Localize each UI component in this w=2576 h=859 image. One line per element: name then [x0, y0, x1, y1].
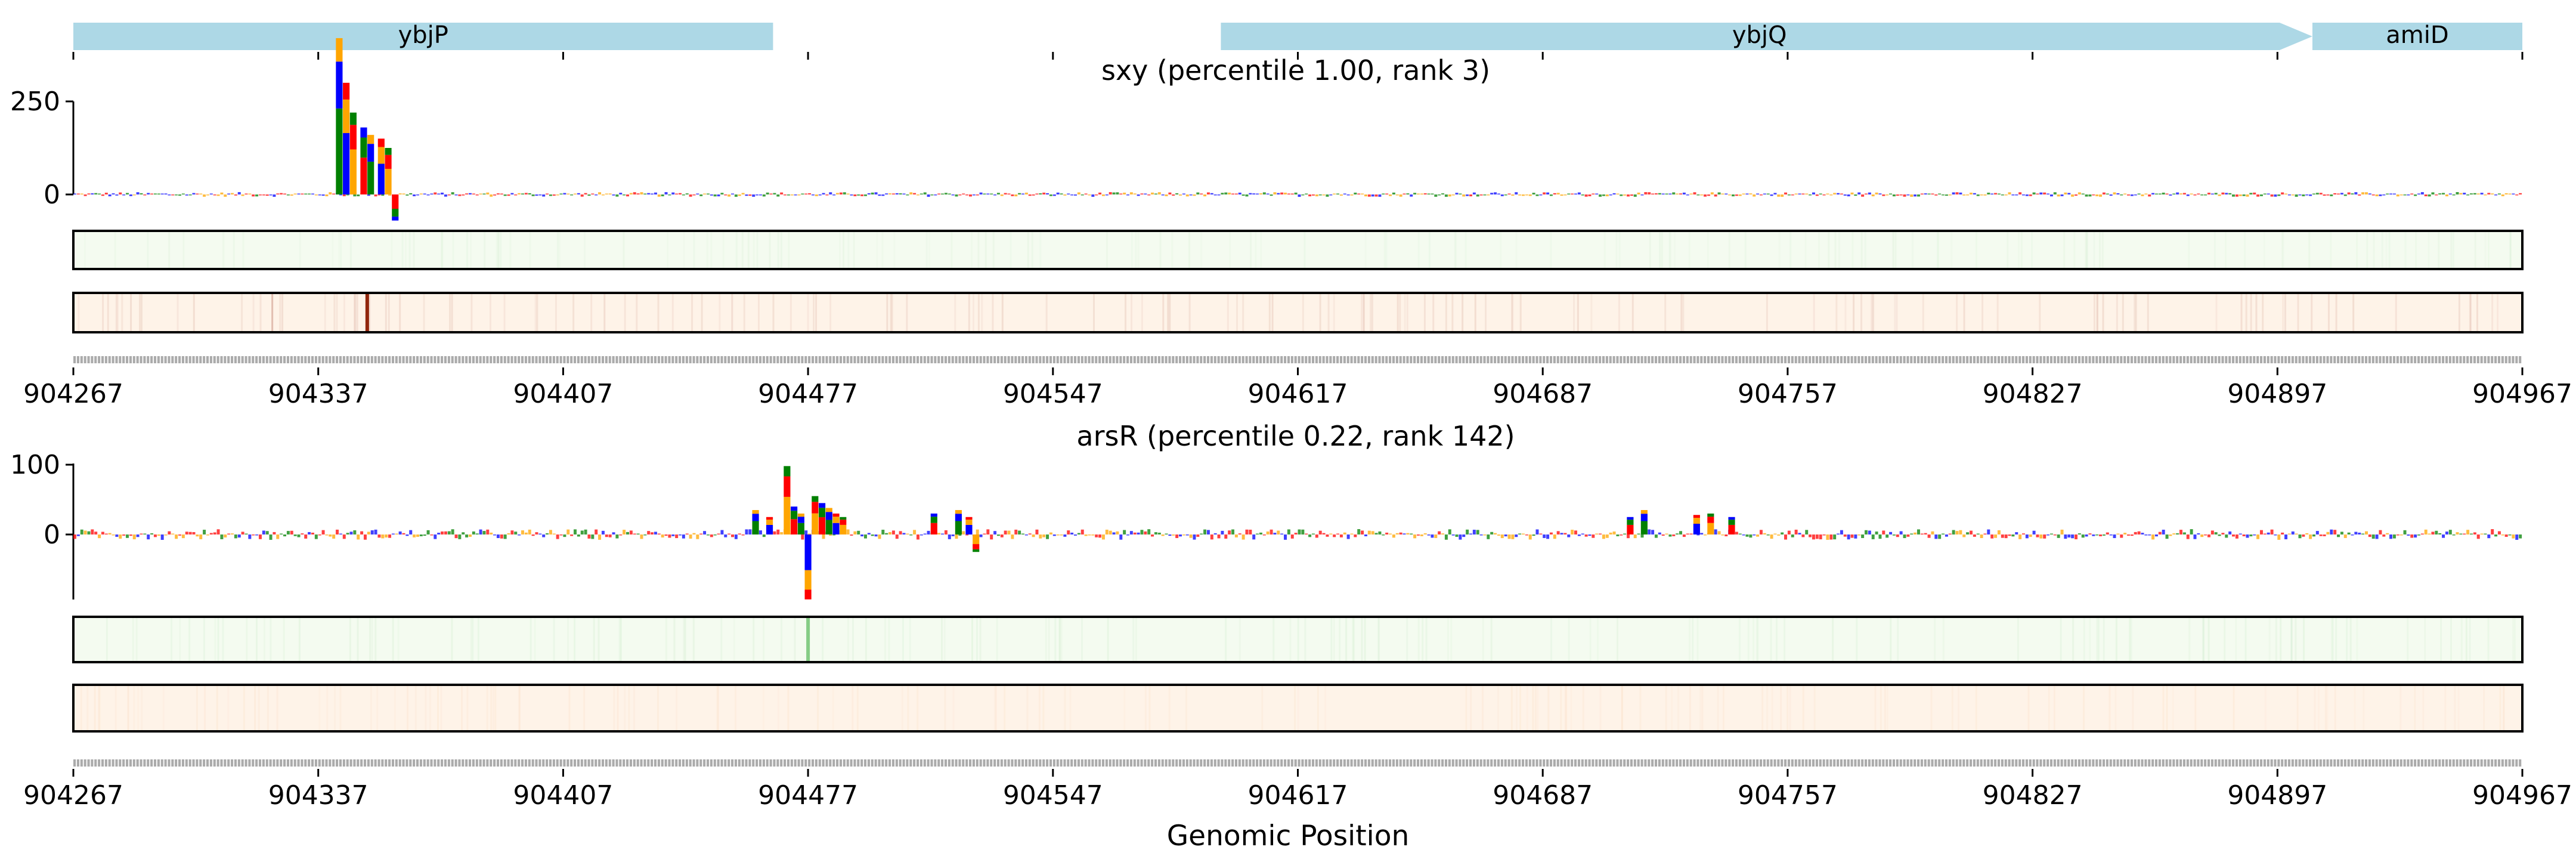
logo-peak	[377, 138, 385, 194]
x-tick-label: 904337	[268, 780, 369, 811]
logo-peak	[804, 534, 812, 600]
logo-peak	[818, 503, 826, 534]
logo-peak	[784, 466, 791, 534]
gene-ybjQ	[1221, 23, 2312, 50]
logo-peak	[766, 517, 773, 534]
x-tick-label: 904267	[23, 780, 123, 811]
logo-peak	[930, 513, 937, 534]
y-tick-label: 0	[44, 520, 60, 550]
x-tick-label: 904827	[1983, 379, 2083, 409]
logo-peak	[1640, 510, 1648, 534]
x-tick-label: 904477	[758, 379, 858, 409]
x-tick-label: 904897	[2227, 379, 2327, 409]
logo-peak	[840, 517, 847, 534]
logo-peak	[752, 510, 759, 534]
logo-peak	[360, 127, 367, 194]
logo-peak	[343, 82, 350, 194]
y-tick-label: 100	[10, 450, 60, 480]
heatmap-orange	[72, 292, 2524, 333]
sequence-strip	[73, 759, 2522, 767]
x-tick-label: 904687	[1493, 780, 1593, 811]
logo-peak	[367, 135, 374, 194]
y-tick-label: 250	[10, 86, 60, 117]
logo-peak	[832, 513, 840, 534]
x-axis-label: Genomic Position	[1167, 820, 1410, 852]
logo-peak	[965, 517, 973, 534]
x-tick-label: 904547	[1003, 379, 1103, 409]
heatmap-peak	[365, 293, 369, 332]
logo-peak	[336, 38, 343, 194]
x-tick-label: 904337	[268, 379, 369, 409]
sxy-panel: sxy (percentile 1.00, rank 3) 0 250 904267 9…	[10, 38, 2572, 409]
logo-peak	[1693, 515, 1700, 534]
x-tick-label: 904407	[513, 780, 613, 811]
x-tick-label: 904827	[1983, 780, 2083, 811]
heatmap-orange	[72, 684, 2524, 733]
gene-ybjP	[73, 23, 773, 50]
logo-peak	[825, 508, 832, 534]
gene-amiD	[2312, 23, 2522, 50]
logo-peak	[1707, 513, 1714, 534]
logo-baseline	[73, 529, 2522, 540]
x-tick-label: 904757	[1738, 379, 1838, 409]
gene-label-ybjQ: ybjQ	[1732, 21, 1787, 49]
logo-peak	[1728, 517, 1735, 534]
x-tick-label: 904967	[2472, 379, 2572, 409]
x-tick-label: 904547	[1003, 780, 1103, 811]
x-tick-label: 904617	[1248, 780, 1348, 811]
gene-track: ybjP ybjQ amiD	[72, 21, 2524, 60]
panel-title: sxy (percentile 1.00, rank 3)	[1101, 54, 1490, 86]
panel-title: arsR (percentile 0.22, rank 142)	[1076, 420, 1515, 452]
arsr-panel: arsR (percentile 0.22, rank 142) 0 100 9042…	[10, 420, 2572, 811]
logo-peak	[385, 148, 392, 194]
logo-peak	[392, 194, 399, 221]
x-tick-label: 904897	[2227, 780, 2327, 811]
heatmap-peak	[806, 617, 810, 662]
x-tick-label: 904267	[23, 379, 123, 409]
x-tick-label: 904967	[2472, 780, 2572, 811]
x-tick-label: 904757	[1738, 780, 1838, 811]
logo-peak	[349, 112, 357, 194]
y-tick-label: 0	[44, 180, 60, 210]
x-tick-label: 904477	[758, 780, 858, 811]
x-tick-label: 904407	[513, 379, 613, 409]
logo-peak	[955, 510, 962, 534]
x-tick-label: 904617	[1248, 379, 1348, 409]
logo-peak	[812, 496, 819, 534]
gene-label-ybjP: ybjP	[398, 21, 448, 49]
x-tick-label: 904687	[1493, 379, 1593, 409]
logo-peak	[797, 513, 804, 534]
gene-label-amiD: amiD	[2386, 21, 2448, 49]
logo-peak	[791, 506, 798, 534]
heatmap-green	[72, 616, 2524, 663]
logo-baseline	[73, 192, 2522, 197]
logo-peak	[973, 534, 980, 552]
sequence-strip	[73, 356, 2522, 363]
heatmap-green	[72, 230, 2524, 270]
logo-peak	[1627, 517, 1634, 534]
